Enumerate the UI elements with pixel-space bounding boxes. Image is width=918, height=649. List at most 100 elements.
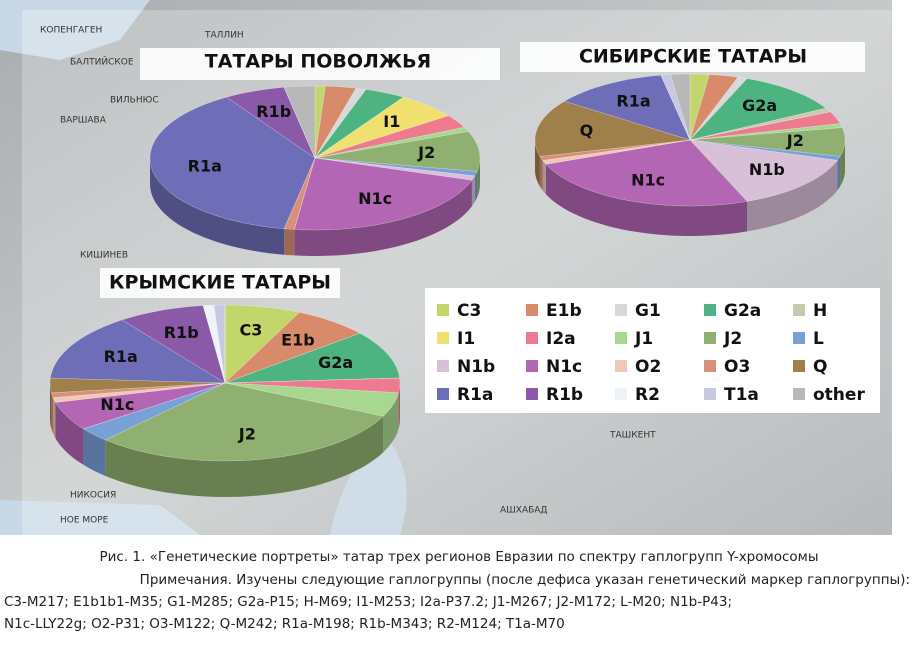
legend-label: N1c bbox=[546, 357, 582, 377]
map-label: ТАШКЕНТ bbox=[609, 431, 656, 441]
legend-label: G1 bbox=[635, 301, 661, 321]
chart-title: ТАТАРЫ ПОВОЛЖЬЯ bbox=[205, 51, 431, 73]
slice bbox=[314, 131, 481, 172]
slice bbox=[149, 96, 316, 229]
slice-side bbox=[55, 402, 84, 465]
legend-label: C3 bbox=[457, 301, 481, 321]
slice bbox=[224, 333, 401, 384]
slice bbox=[542, 139, 691, 165]
legend-label: Q bbox=[813, 357, 827, 377]
slice-label: N1b bbox=[749, 160, 785, 179]
map-label: ВАРШАВА bbox=[60, 116, 107, 126]
legend-label: H bbox=[813, 301, 827, 321]
legend-label: R2 bbox=[635, 385, 660, 405]
slice-side bbox=[474, 171, 478, 202]
legend-swatch bbox=[526, 360, 538, 372]
pie-tops bbox=[49, 304, 401, 462]
map-label: ТАЛЛИН bbox=[204, 31, 244, 41]
legend-swatch bbox=[793, 304, 805, 316]
slice bbox=[49, 319, 226, 384]
legend-label: O3 bbox=[724, 357, 750, 377]
slice bbox=[293, 157, 473, 231]
slice bbox=[314, 96, 450, 159]
title-box bbox=[520, 42, 865, 72]
map-label: ВИЛЬНЮС bbox=[110, 96, 159, 106]
legend-label: I2a bbox=[546, 329, 576, 349]
legend-label: N1b bbox=[457, 357, 495, 377]
legend-label: T1a bbox=[724, 385, 759, 405]
legend-swatch bbox=[526, 388, 538, 400]
legend-swatch bbox=[704, 388, 716, 400]
legend-swatch bbox=[615, 360, 627, 372]
slice-label: R1a bbox=[188, 157, 222, 176]
slice bbox=[213, 304, 226, 384]
slice-label: J2 bbox=[786, 131, 804, 150]
legend-swatch bbox=[704, 332, 716, 344]
legend-swatch bbox=[437, 388, 449, 400]
pie-tops bbox=[534, 73, 846, 207]
caption-line: C3-M217; E1b1b1-M35; G1-M285; G2a-P15; H… bbox=[4, 594, 732, 610]
legend-label: other bbox=[813, 385, 865, 405]
map-label: АШХАБАД bbox=[500, 506, 547, 516]
slice bbox=[226, 87, 316, 159]
slice-side bbox=[284, 228, 295, 256]
slice bbox=[314, 127, 469, 159]
legend-swatch bbox=[526, 304, 538, 316]
caption-line: Примечания. Изучены следующие гаплогрупп… bbox=[140, 572, 910, 588]
slice bbox=[283, 85, 316, 159]
legend-swatch bbox=[437, 360, 449, 372]
slice-label: N1c bbox=[100, 395, 134, 414]
legend-label: R1a bbox=[457, 385, 493, 405]
slice-label: I1 bbox=[383, 112, 400, 131]
slice-label: E1b bbox=[281, 331, 315, 350]
slice-label: G2a bbox=[318, 353, 353, 372]
slice-side bbox=[53, 397, 56, 439]
slice-side bbox=[840, 140, 845, 187]
map-label: НОЕ МОРЕ bbox=[60, 516, 109, 526]
legend-swatch bbox=[615, 304, 627, 316]
sea bbox=[0, 500, 200, 535]
pie-sides bbox=[50, 383, 400, 497]
map-label: КОПЕНГАГЕН bbox=[40, 26, 102, 36]
slice bbox=[224, 304, 301, 384]
legend-swatch bbox=[793, 332, 805, 344]
legend-label: E1b bbox=[546, 301, 582, 321]
slice bbox=[689, 139, 838, 202]
slice-side bbox=[542, 160, 546, 195]
slice-label: R1a bbox=[616, 92, 650, 111]
sea bbox=[330, 430, 407, 535]
slice-side bbox=[545, 164, 748, 236]
slice bbox=[51, 382, 226, 398]
slice-side bbox=[837, 156, 841, 191]
legend-label: G2a bbox=[724, 301, 761, 321]
slice-label: J2 bbox=[238, 425, 256, 444]
slice-side bbox=[477, 158, 480, 198]
chart-title: СИБИРСКИЕ ТАТАРЫ bbox=[579, 46, 807, 68]
slice-label: N1c bbox=[631, 171, 665, 190]
slice-label: Q bbox=[580, 121, 594, 140]
slice bbox=[224, 312, 361, 384]
slice-side bbox=[747, 160, 838, 232]
slice bbox=[689, 78, 827, 141]
pie-tops bbox=[149, 85, 481, 231]
slice bbox=[314, 89, 404, 159]
slice-side bbox=[398, 383, 400, 429]
map-label: КИШИНЕВ bbox=[80, 251, 128, 261]
legend-label: J2 bbox=[723, 329, 742, 349]
legend-label: J1 bbox=[634, 329, 653, 349]
title-box bbox=[140, 48, 500, 80]
slice-side bbox=[150, 158, 285, 255]
slice-label: G2a bbox=[742, 96, 777, 115]
slice-side bbox=[50, 383, 52, 429]
slice bbox=[224, 382, 399, 417]
slice-label: R1b bbox=[164, 323, 199, 342]
slice-label: N1c bbox=[358, 189, 392, 208]
legend-swatch bbox=[615, 332, 627, 344]
slice bbox=[534, 100, 691, 157]
slice bbox=[539, 139, 691, 161]
legend-swatch bbox=[437, 332, 449, 344]
slice bbox=[55, 382, 226, 430]
slice bbox=[545, 139, 748, 207]
legend-swatch bbox=[615, 388, 627, 400]
